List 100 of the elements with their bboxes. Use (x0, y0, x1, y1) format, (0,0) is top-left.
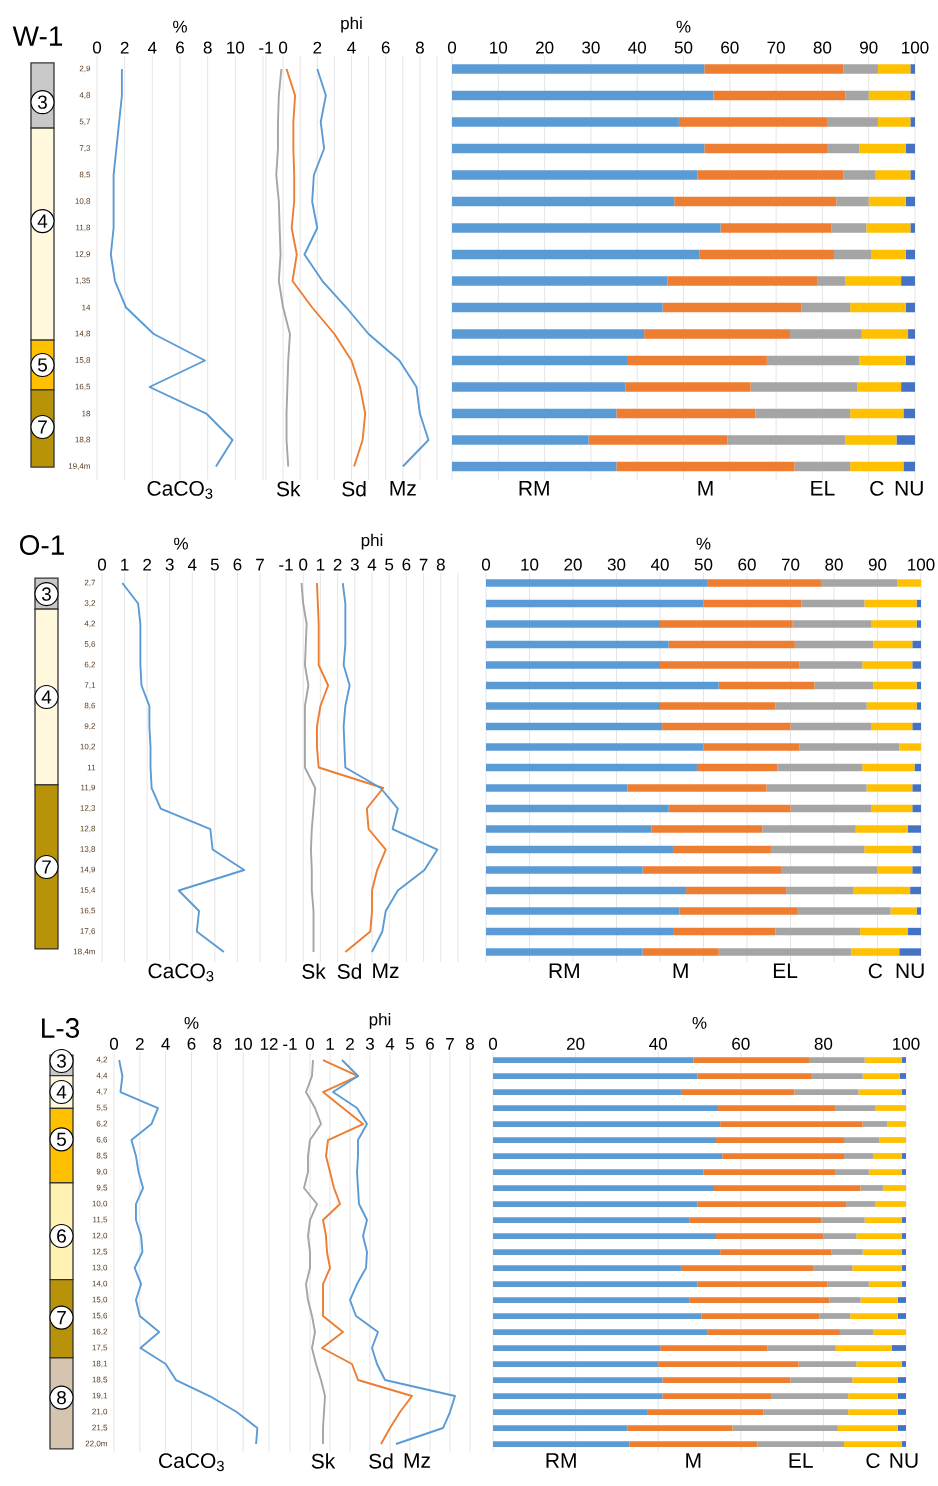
bar (868, 196, 906, 207)
bar (790, 1377, 853, 1383)
y-tick-label: 11,8 (76, 224, 91, 232)
x-tick-label: 0 (109, 1037, 119, 1050)
y-tick-label: 2,9 (79, 65, 91, 73)
y-tick-label: 2,7 (84, 579, 96, 587)
bar (908, 329, 916, 339)
bar (887, 1121, 907, 1127)
bar (452, 461, 617, 472)
bar (850, 408, 904, 419)
bar (493, 1265, 681, 1271)
series-label: M (686, 1453, 701, 1468)
bar (845, 90, 869, 101)
y-tick-label: 15,8 (75, 357, 91, 364)
bar (786, 886, 854, 895)
x-tick-label: 8 (203, 41, 212, 54)
series-label: Mz (404, 1453, 430, 1468)
x-tick-label: 6 (187, 1037, 196, 1050)
series-label: EL (789, 1453, 813, 1468)
y-tick-label: 12,3 (80, 805, 96, 812)
bar (713, 1185, 861, 1191)
bar (901, 1089, 907, 1095)
bar (850, 1313, 898, 1319)
x-tick-label: 0 (305, 1037, 315, 1050)
bar (770, 845, 865, 854)
x-tick-label: 0 (92, 41, 102, 54)
bar (697, 1281, 828, 1287)
bar (799, 743, 900, 751)
series-label: Mz (390, 480, 416, 496)
text: 4 (41, 690, 52, 704)
bar (901, 1217, 907, 1223)
x-axis-title: phi (341, 16, 362, 33)
bar (916, 702, 922, 710)
y-tick-label: 15,6 (92, 1312, 108, 1320)
y-tick-label: 1,35 (75, 277, 91, 285)
y-tick-label: 5,7 (79, 118, 91, 126)
bar (757, 1441, 845, 1447)
bar (486, 722, 663, 731)
bar (845, 435, 897, 445)
bar (912, 784, 922, 792)
bar (856, 1233, 902, 1239)
bar (686, 886, 787, 895)
bar (879, 1137, 907, 1143)
x-tick-label: 90 (868, 558, 887, 571)
y-tick-label: 17,6 (80, 928, 96, 935)
bar (713, 90, 846, 101)
x-tick-label: 0 (299, 558, 308, 571)
bar (852, 1377, 898, 1383)
y-tick-label: 11,5 (93, 1216, 108, 1224)
x-tick-label: 0 (488, 1037, 498, 1050)
bar (486, 743, 704, 751)
x-tick-label: 40 (650, 558, 669, 571)
bar (866, 223, 911, 233)
bar (897, 1393, 907, 1399)
bar (452, 249, 700, 260)
bar (868, 90, 911, 101)
bar (897, 1425, 907, 1431)
x-tick-label: 6 (381, 41, 390, 54)
series-label: Mz (373, 963, 399, 978)
bar (452, 355, 628, 366)
bar (452, 117, 679, 127)
bar (486, 845, 674, 854)
x-tick-label: 2 (346, 1037, 354, 1050)
bar (486, 763, 697, 772)
y-tick-label: 21,5 (92, 1424, 108, 1432)
bar (486, 681, 719, 690)
y-tick-label: 4,8 (79, 92, 91, 99)
x-tick-label: 8 (436, 558, 445, 571)
y-tick-label: 18,8 (75, 436, 91, 444)
y-tick-label: 14,9 (80, 866, 96, 874)
bar (790, 804, 871, 813)
bar (627, 784, 767, 792)
y-tick-label: 12,0 (92, 1232, 108, 1240)
bar (707, 1329, 840, 1335)
bar (845, 276, 902, 286)
bar (877, 866, 913, 874)
bar (667, 276, 818, 286)
x-tick-label: 10 (490, 41, 508, 54)
x-tick-label: 1 (326, 1038, 334, 1050)
bar (897, 579, 922, 587)
x-tick-label: 40 (628, 41, 646, 54)
series-label: C (868, 963, 883, 979)
y-tick-label: 8,5 (79, 171, 91, 179)
x-tick-label: 0 (447, 41, 457, 54)
bar (899, 743, 922, 751)
x-tick-label: 70 (767, 41, 785, 54)
x-tick-label: 100 (908, 558, 935, 571)
bar (901, 1265, 907, 1271)
bar (767, 1345, 836, 1351)
bar (912, 640, 922, 649)
text: 5 (37, 358, 47, 372)
bar (763, 1409, 849, 1415)
bar (901, 382, 916, 392)
bar (627, 355, 767, 366)
bar (775, 702, 867, 710)
bar (873, 640, 913, 649)
y-tick-label: 12,9 (75, 251, 91, 258)
bar (852, 1265, 902, 1271)
bar (486, 784, 628, 792)
bar (862, 1121, 888, 1127)
